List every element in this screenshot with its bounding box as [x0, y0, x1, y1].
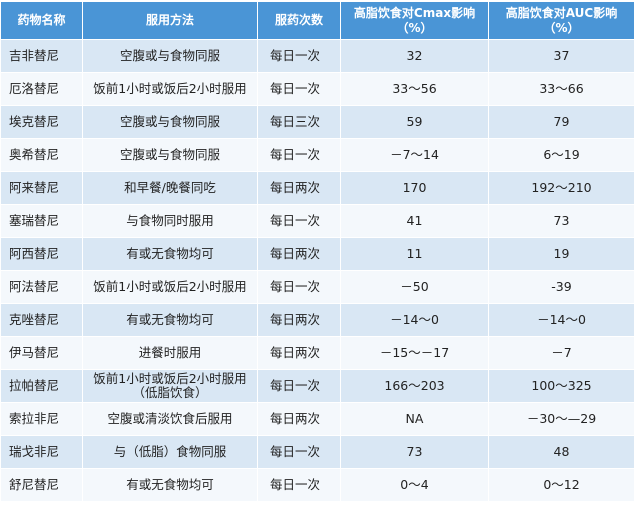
- table-cell: 每日一次: [257, 204, 341, 238]
- table-cell: 舒尼替尼: [0, 468, 83, 502]
- header-cell: 高脂饮食对AUC影响（%）: [488, 1, 635, 40]
- table-cell: 与食物同时服用: [82, 204, 258, 238]
- table-row: 拉帕替尼 饭前1小时或饭后2小时服用（低脂饮食） 每日一次 166～203 100～32…: [0, 369, 635, 403]
- table-cell: 埃克替尼: [0, 105, 83, 139]
- table-cell: 每日一次: [257, 468, 341, 502]
- table-cell: 有或无食物均可: [82, 237, 258, 271]
- table-cell: 每日一次: [257, 138, 341, 172]
- table-cell: －14～0: [340, 303, 489, 337]
- table-cell: 每日一次: [257, 72, 341, 106]
- table-cell: 73: [340, 435, 489, 469]
- table-cell: －7: [488, 336, 635, 370]
- table-cell: 166～203: [340, 369, 489, 403]
- table-row: 厄洛替尼 饭前1小时或饭后2小时服用 每日一次 33～56 33～66: [0, 72, 635, 106]
- table-cell: －30～—29: [488, 402, 635, 436]
- table-cell: 伊马替尼: [0, 336, 83, 370]
- table-cell: 每日一次: [257, 39, 341, 73]
- header-cell: 高脂饮食对Cmax影响（%）: [340, 1, 489, 40]
- table-cell: 33～66: [488, 72, 635, 106]
- table-cell: -39: [488, 270, 635, 304]
- table-cell: 0～4: [340, 468, 489, 502]
- table-row: 奥希替尼 空腹或与食物同服 每日一次 －7～14 6～19: [0, 138, 635, 172]
- table-cell: 59: [340, 105, 489, 139]
- table-cell: 阿来替尼: [0, 171, 83, 205]
- table-cell: 170: [340, 171, 489, 205]
- table-cell: 与（低脂）食物同服: [82, 435, 258, 469]
- table-cell: 索拉非尼: [0, 402, 83, 436]
- table-row: 阿法替尼 饭前1小时或饭后2小时服用 每日一次 －50 -39: [0, 270, 635, 304]
- table-cell: 79: [488, 105, 635, 139]
- table-cell: 空腹或与食物同服: [82, 39, 258, 73]
- table-cell: 克唑替尼: [0, 303, 83, 337]
- table-cell: 32: [340, 39, 489, 73]
- table-cell: 进餐时服用: [82, 336, 258, 370]
- table-row: 埃克替尼 空腹或与食物同服 每日三次 59 79: [0, 105, 635, 139]
- table-row: 克唑替尼 有或无食物均可 每日两次 －14～0 －14～0: [0, 303, 635, 337]
- table-cell: －15～－17: [340, 336, 489, 370]
- table-row: 阿来替尼 和早餐/晚餐同吃 每日两次 170 192～210: [0, 171, 635, 205]
- table-cell: 每日一次: [257, 369, 341, 403]
- table-cell: 每日三次: [257, 105, 341, 139]
- table-cell: 19: [488, 237, 635, 271]
- table-row: 索拉非尼 空腹或清淡饮食后服用 每日两次 NA －30～—29: [0, 402, 635, 436]
- table-cell: 每日两次: [257, 402, 341, 436]
- table-cell: 饭前1小时或饭后2小时服用: [82, 72, 258, 106]
- table-cell: 192～210: [488, 171, 635, 205]
- table-cell: 和早餐/晚餐同吃: [82, 171, 258, 205]
- table-cell: 每日两次: [257, 171, 341, 205]
- table-cell: 阿法替尼: [0, 270, 83, 304]
- table-cell: NA: [340, 402, 489, 436]
- header-cell: 服用方法: [82, 1, 258, 40]
- table-cell: 0～12: [488, 468, 635, 502]
- table-cell: －50: [340, 270, 489, 304]
- table-cell: 每日两次: [257, 303, 341, 337]
- table-row: 瑞戈非尼 与（低脂）食物同服 每日一次 73 48: [0, 435, 635, 469]
- table-cell: 33～56: [340, 72, 489, 106]
- table-cell: 73: [488, 204, 635, 238]
- table-cell: 37: [488, 39, 635, 73]
- header-row: 药物名称 服用方法 服药次数 高脂饮食对Cmax影响（%） 高脂饮食对AUC影响（%）: [0, 1, 635, 40]
- table-cell: 厄洛替尼: [0, 72, 83, 106]
- table-row: 塞瑞替尼 与食物同时服用 每日一次 41 73: [0, 204, 635, 238]
- table-row: 吉非替尼 空腹或与食物同服 每日一次 32 37: [0, 39, 635, 73]
- table-row: 伊马替尼 进餐时服用 每日两次 －15～－17 －7: [0, 336, 635, 370]
- table-cell: 塞瑞替尼: [0, 204, 83, 238]
- table-cell: 6～19: [488, 138, 635, 172]
- table-cell: 吉非替尼: [0, 39, 83, 73]
- table-cell: 每日一次: [257, 270, 341, 304]
- table-cell: 饭前1小时或饭后2小时服用（低脂饮食）: [82, 369, 258, 403]
- table-cell: 11: [340, 237, 489, 271]
- table-cell: 41: [340, 204, 489, 238]
- table-cell: 有或无食物均可: [82, 468, 258, 502]
- table-cell: 每日两次: [257, 237, 341, 271]
- table-cell: 有或无食物均可: [82, 303, 258, 337]
- header-cell: 药物名称: [0, 1, 83, 40]
- table-cell: 瑞戈非尼: [0, 435, 83, 469]
- table-row: 阿西替尼 有或无食物均可 每日两次 11 19: [0, 237, 635, 271]
- table-cell: －14～0: [488, 303, 635, 337]
- table-cell: 空腹或与食物同服: [82, 105, 258, 139]
- table-cell: 48: [488, 435, 635, 469]
- table-cell: 100～325: [488, 369, 635, 403]
- table-cell: 饭前1小时或饭后2小时服用: [82, 270, 258, 304]
- table-cell: 每日两次: [257, 336, 341, 370]
- table-cell: 空腹或与食物同服: [82, 138, 258, 172]
- table-cell: 阿西替尼: [0, 237, 83, 271]
- table-cell: 拉帕替尼: [0, 369, 83, 403]
- table-cell: 每日一次: [257, 435, 341, 469]
- table-cell: 空腹或清淡饮食后服用: [82, 402, 258, 436]
- table-row: 舒尼替尼 有或无食物均可 每日一次 0～4 0～12: [0, 468, 635, 502]
- header-cell: 服药次数: [257, 1, 341, 40]
- table-cell: 奥希替尼: [0, 138, 83, 172]
- table-cell: －7～14: [340, 138, 489, 172]
